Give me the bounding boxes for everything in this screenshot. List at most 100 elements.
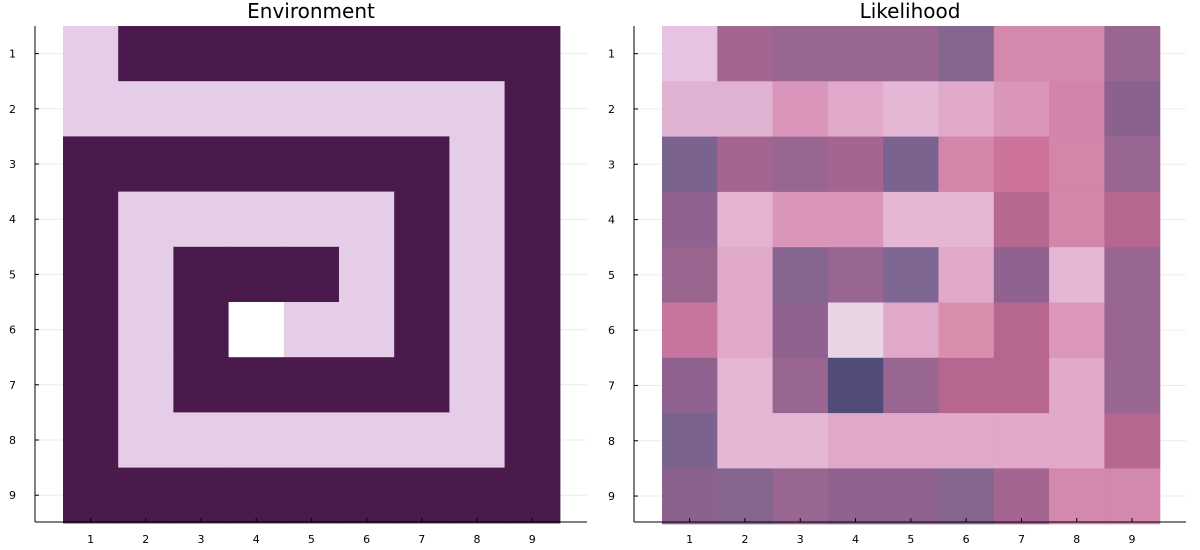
environment-x-tick-label: 1 bbox=[87, 533, 94, 546]
likelihood-cell-r2-c6 bbox=[938, 81, 995, 138]
environment-cell-r5-c3 bbox=[173, 246, 230, 303]
environment-cell-r5-c1 bbox=[63, 246, 119, 303]
likelihood-cell-r2-c4 bbox=[827, 81, 884, 138]
environment-cell-r8-c1 bbox=[63, 412, 119, 469]
likelihood-cell-r3-c5 bbox=[883, 136, 940, 193]
likelihood-cell-r7-c6 bbox=[938, 357, 995, 414]
likelihood-cell-r3-c3 bbox=[772, 136, 829, 193]
environment-cell-r8-c5 bbox=[283, 412, 340, 469]
likelihood-cell-r2-c9 bbox=[1104, 81, 1161, 138]
likelihood-cell-r1-c7 bbox=[993, 26, 1050, 82]
likelihood-panel: Likelihood 1 2 3 4 5 6 7 8 9 1 2 3 4 5 6 7 8 9 bbox=[608, 0, 1186, 546]
likelihood-cell-r8-c7 bbox=[993, 413, 1050, 469]
likelihood-x-tick-label: 3 bbox=[797, 533, 804, 546]
likelihood-cell-r7-c5 bbox=[883, 357, 940, 414]
likelihood-cell-r3-c4 bbox=[827, 136, 884, 193]
environment-cell-r9-c5 bbox=[283, 467, 340, 524]
environment-cell-r8-c7 bbox=[394, 412, 450, 469]
environment-cell-r2-c5 bbox=[283, 81, 340, 137]
environment-x-tick-label: 7 bbox=[418, 533, 425, 546]
environment-cell-r5-c7 bbox=[394, 246, 450, 303]
likelihood-x-tick-label: 5 bbox=[907, 533, 914, 546]
environment-cell-r4-c6 bbox=[339, 191, 395, 248]
environment-x-tick-label: 8 bbox=[474, 533, 481, 546]
environment-cell-r5-c8 bbox=[449, 246, 506, 303]
likelihood-cell-r1-c3 bbox=[772, 26, 829, 82]
environment-cell-r3-c2 bbox=[118, 136, 174, 193]
environment-cell-r1-c6 bbox=[339, 26, 395, 82]
environment-cell-r1-c2 bbox=[118, 26, 174, 82]
likelihood-cell-r2-c3 bbox=[772, 81, 829, 138]
environment-y-tick-label: 8 bbox=[9, 434, 16, 447]
environment-cell-r9-c1 bbox=[63, 467, 119, 524]
likelihood-cell-r2-c5 bbox=[883, 81, 940, 138]
likelihood-cell-r1-c6 bbox=[938, 26, 995, 82]
environment-cell-r7-c1 bbox=[63, 357, 119, 413]
environment-cell-r3-c7 bbox=[394, 136, 450, 193]
environment-cell-r5-c6 bbox=[339, 246, 395, 303]
likelihood-x-tick-label: 1 bbox=[686, 533, 693, 546]
environment-cell-r8-c9 bbox=[504, 412, 561, 469]
environment-cell-r1-c3 bbox=[173, 26, 230, 82]
likelihood-cell-r5-c4 bbox=[827, 247, 884, 304]
environment-cell-r3-c4 bbox=[228, 136, 285, 193]
environment-cell-r3-c3 bbox=[173, 136, 230, 193]
environment-title: Environment bbox=[247, 0, 375, 23]
environment-cell-r4-c1 bbox=[63, 191, 119, 248]
likelihood-y-tick-label: 3 bbox=[608, 158, 615, 171]
environment-cell-r4-c2 bbox=[118, 191, 174, 248]
likelihood-x-tick-label: 6 bbox=[963, 533, 970, 546]
likelihood-cell-r9-c3 bbox=[772, 468, 829, 525]
likelihood-cell-r7-c4 bbox=[827, 357, 884, 414]
likelihood-cell-r4-c1 bbox=[662, 191, 718, 248]
environment-cell-r4-c5 bbox=[283, 191, 340, 248]
environment-cell-r7-c4 bbox=[228, 357, 285, 413]
likelihood-cell-r5-c1 bbox=[662, 247, 718, 304]
likelihood-y-tick-label: 2 bbox=[608, 103, 615, 116]
likelihood-x-tick-label: 7 bbox=[1018, 533, 1025, 546]
environment-x-tick-label: 6 bbox=[363, 533, 370, 546]
likelihood-cell-r5-c5 bbox=[883, 247, 940, 304]
environment-y-tick-label: 5 bbox=[9, 268, 16, 281]
likelihood-cell-r3-c2 bbox=[717, 136, 774, 193]
likelihood-cell-r5-c3 bbox=[772, 247, 829, 304]
likelihood-cell-r7-c7 bbox=[993, 357, 1050, 414]
likelihood-cell-r8-c6 bbox=[938, 413, 995, 469]
likelihood-cell-r1-c5 bbox=[883, 26, 940, 82]
likelihood-cell-r8-c5 bbox=[883, 413, 940, 469]
likelihood-cell-r3-c1 bbox=[662, 136, 718, 193]
environment-cell-r4-c7 bbox=[394, 191, 450, 248]
environment-cell-r7-c8 bbox=[449, 357, 506, 413]
environment-cell-r9-c7 bbox=[394, 467, 450, 524]
likelihood-cell-r9-c5 bbox=[883, 468, 940, 525]
environment-cell-r8-c3 bbox=[173, 412, 230, 469]
likelihood-x-tick-label: 8 bbox=[1073, 533, 1080, 546]
environment-cell-r9-c2 bbox=[118, 467, 174, 524]
likelihood-cell-r6-c1 bbox=[662, 302, 718, 359]
environment-cell-r3-c8 bbox=[449, 136, 506, 193]
likelihood-cell-r8-c2 bbox=[717, 413, 774, 469]
likelihood-cell-r6-c9 bbox=[1104, 302, 1161, 359]
environment-y-tick-label: 1 bbox=[9, 48, 16, 61]
environment-y-tick-label: 4 bbox=[9, 213, 16, 226]
likelihood-x-tick-label: 2 bbox=[741, 533, 748, 546]
likelihood-cell-r2-c1 bbox=[662, 81, 718, 138]
environment-cell-r4-c9 bbox=[504, 191, 561, 248]
environment-x-tick-label: 3 bbox=[198, 533, 205, 546]
likelihood-cell-r9-c2 bbox=[717, 468, 774, 525]
environment-cell-r9-c3 bbox=[173, 467, 230, 524]
environment-cell-r6-c6 bbox=[339, 302, 395, 358]
likelihood-y-tick-label: 7 bbox=[608, 379, 615, 392]
environment-cell-r3-c9 bbox=[504, 136, 561, 193]
environment-cell-r6-c1 bbox=[63, 302, 119, 358]
environment-cell-r5-c4 bbox=[228, 246, 285, 303]
likelihood-x-tick-label: 9 bbox=[1129, 533, 1136, 546]
likelihood-y-tick-label: 5 bbox=[608, 269, 615, 282]
environment-cell-r6-c8 bbox=[449, 302, 506, 358]
environment-cell-r2-c4 bbox=[228, 81, 285, 137]
environment-cell-r7-c3 bbox=[173, 357, 230, 413]
environment-cell-r1-c7 bbox=[394, 26, 450, 82]
environment-cell-r7-c7 bbox=[394, 357, 450, 413]
likelihood-cell-r8-c4 bbox=[827, 413, 884, 469]
likelihood-cell-r1-c4 bbox=[827, 26, 884, 82]
